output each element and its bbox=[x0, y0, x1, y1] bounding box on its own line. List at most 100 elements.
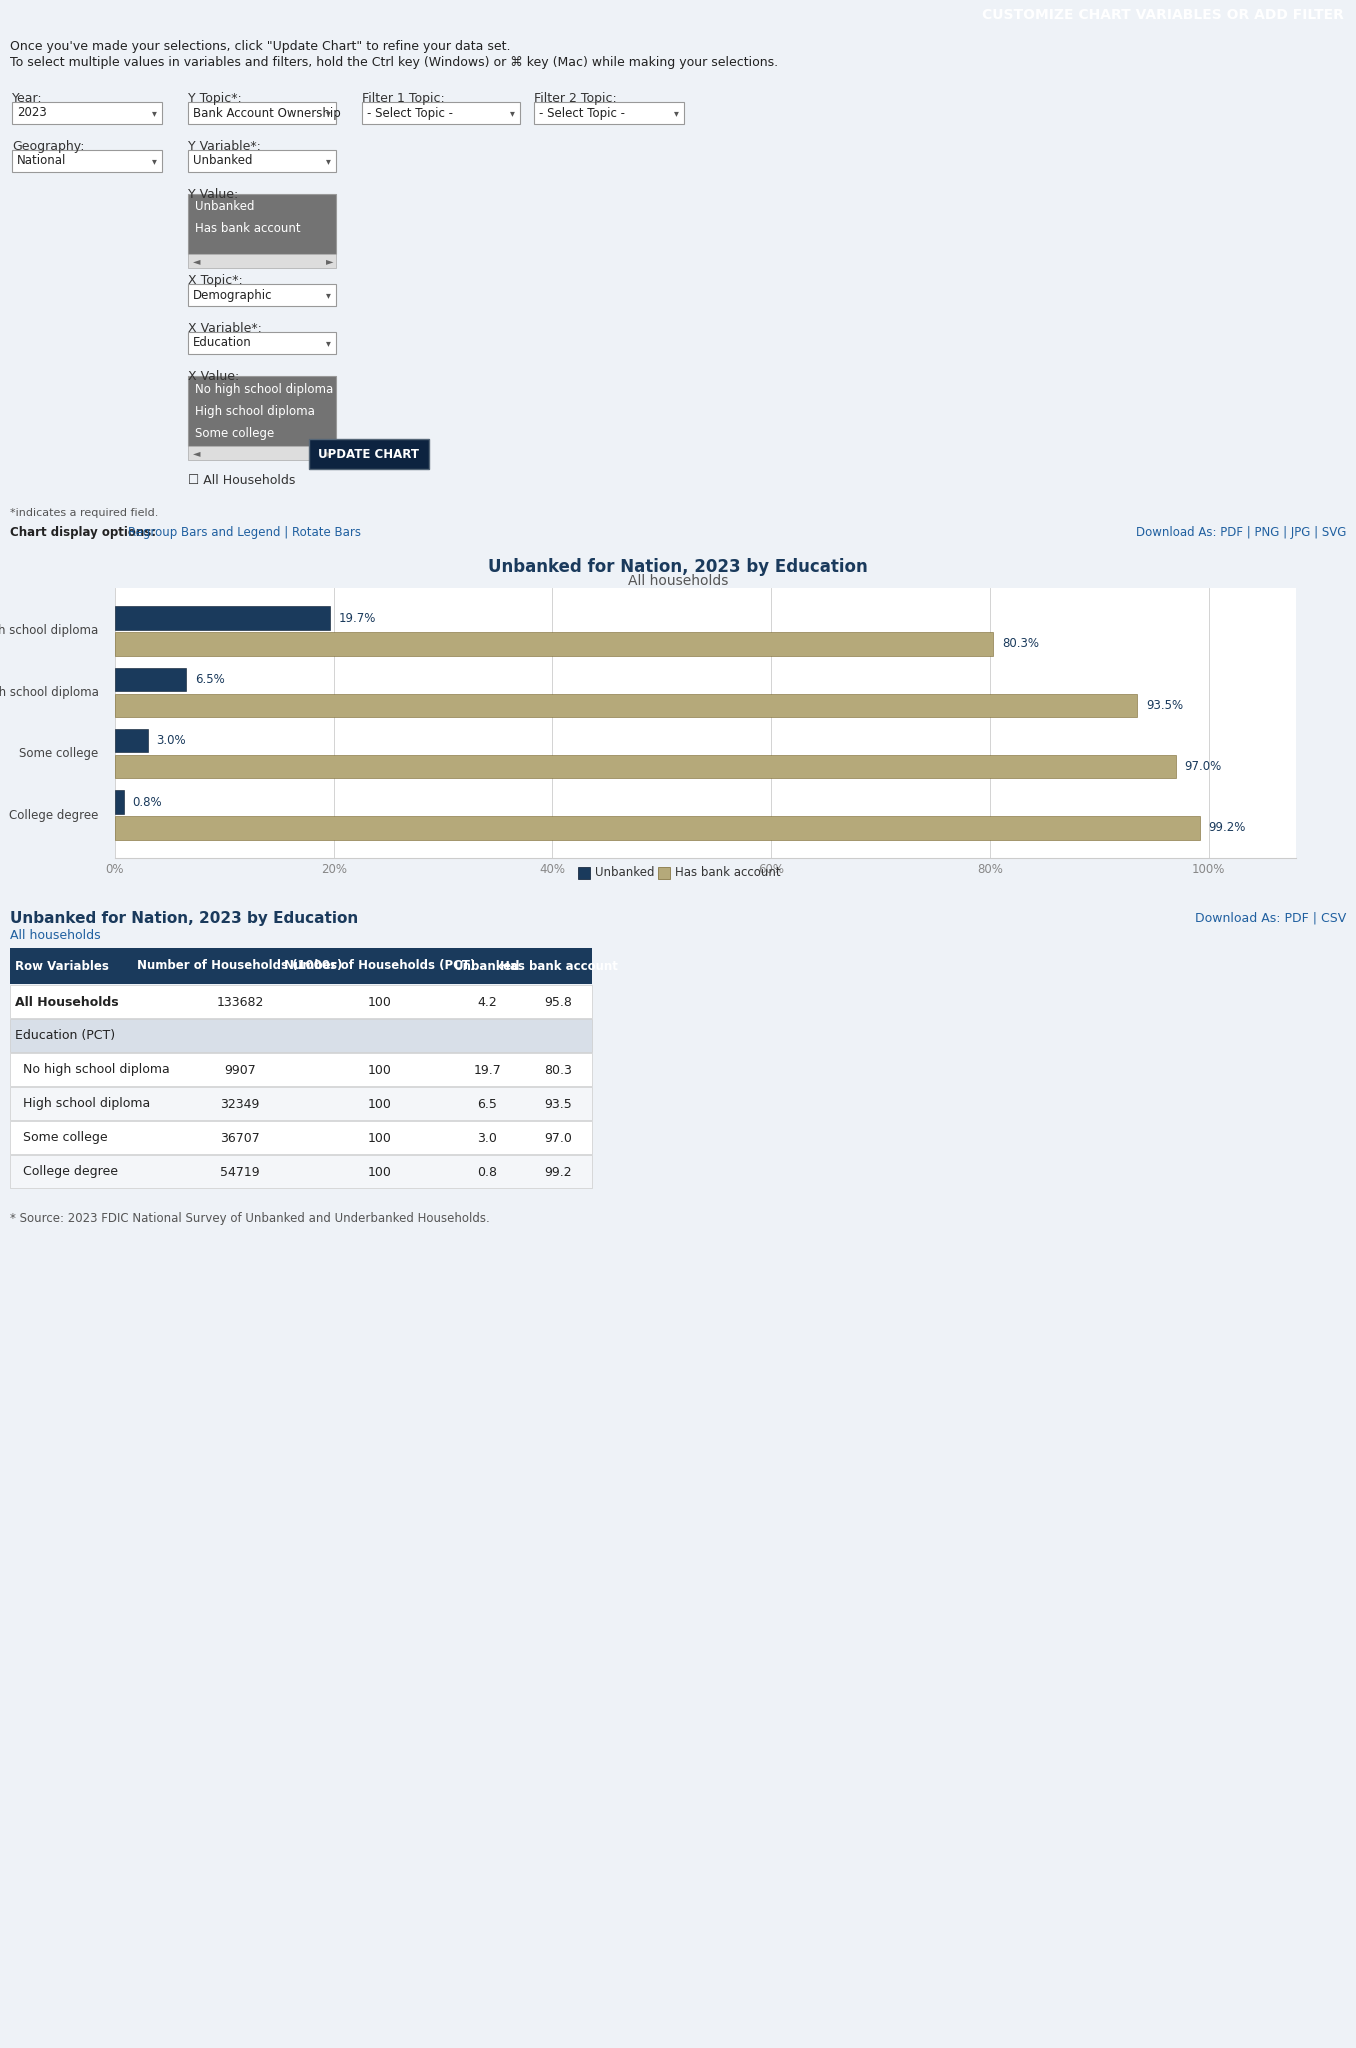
Text: 100: 100 bbox=[367, 1130, 392, 1145]
Bar bbox=[9, 1020, 593, 1053]
Text: 0.8: 0.8 bbox=[477, 1165, 498, 1178]
Text: Download As: PDF | PNG | JPG | SVG: Download As: PDF | PNG | JPG | SVG bbox=[1135, 526, 1347, 539]
Bar bbox=[9, 948, 593, 983]
Text: Unbanked: Unbanked bbox=[454, 961, 521, 973]
Text: All Households: All Households bbox=[15, 995, 118, 1008]
Bar bbox=[115, 817, 1200, 840]
Text: - Select Topic -: - Select Topic - bbox=[367, 106, 453, 119]
Text: X Variable*:: X Variable*: bbox=[188, 322, 262, 336]
Text: 19.7%: 19.7% bbox=[339, 612, 377, 625]
Text: All households: All households bbox=[628, 573, 728, 588]
Text: Some college: Some college bbox=[23, 1130, 107, 1145]
Text: 80.3: 80.3 bbox=[545, 1063, 572, 1077]
Text: 100: 100 bbox=[367, 1098, 392, 1110]
Text: Education (PCT): Education (PCT) bbox=[15, 1030, 115, 1042]
Text: Regroup Bars and Legend | Rotate Bars: Regroup Bars and Legend | Rotate Bars bbox=[127, 526, 361, 539]
Text: No high school diploma: No high school diploma bbox=[23, 1063, 170, 1077]
Text: ☐ All Households: ☐ All Households bbox=[188, 473, 296, 487]
Bar bbox=[578, 866, 590, 879]
Text: Filter 2 Topic:: Filter 2 Topic: bbox=[534, 92, 617, 104]
Text: - Select Topic -: - Select Topic - bbox=[538, 106, 625, 119]
Text: Number of Households (1000s): Number of Households (1000s) bbox=[137, 961, 343, 973]
Text: ▾: ▾ bbox=[674, 109, 679, 119]
Text: 54719: 54719 bbox=[220, 1165, 260, 1178]
Text: No high school diploma: No high school diploma bbox=[195, 383, 334, 395]
Text: ►: ► bbox=[325, 449, 334, 459]
Text: Filter 1 Topic:: Filter 1 Topic: bbox=[362, 92, 445, 104]
Text: 9907: 9907 bbox=[224, 1063, 256, 1077]
Bar bbox=[534, 102, 683, 125]
Bar bbox=[115, 633, 993, 655]
Text: Row Variables: Row Variables bbox=[15, 961, 108, 973]
Text: College degree: College degree bbox=[9, 809, 99, 821]
Text: Unbanked for Nation, 2023 by Education: Unbanked for Nation, 2023 by Education bbox=[488, 557, 868, 575]
Bar bbox=[12, 102, 161, 125]
Text: Unbanked: Unbanked bbox=[195, 201, 255, 213]
Text: Download As: PDF | CSV: Download As: PDF | CSV bbox=[1195, 911, 1347, 924]
Text: High school diploma: High school diploma bbox=[23, 1098, 151, 1110]
Bar bbox=[188, 150, 336, 172]
Text: 97.0: 97.0 bbox=[545, 1130, 572, 1145]
Text: 19.7: 19.7 bbox=[473, 1063, 502, 1077]
Text: 3.0: 3.0 bbox=[477, 1130, 498, 1145]
Text: X Value:: X Value: bbox=[188, 371, 239, 383]
Text: No high school diploma: No high school diploma bbox=[0, 625, 99, 637]
Text: 93.5: 93.5 bbox=[545, 1098, 572, 1110]
Text: Bank Account Ownership: Bank Account Ownership bbox=[193, 106, 340, 119]
Bar bbox=[188, 102, 336, 125]
Bar bbox=[188, 254, 336, 268]
Text: ▾: ▾ bbox=[325, 156, 331, 166]
Bar bbox=[12, 150, 161, 172]
Bar bbox=[115, 756, 1176, 778]
Text: 99.2: 99.2 bbox=[545, 1165, 572, 1178]
Text: UPDATE CHART: UPDATE CHART bbox=[319, 449, 419, 461]
Text: ►: ► bbox=[325, 256, 334, 266]
Bar bbox=[9, 1155, 593, 1188]
Text: 133682: 133682 bbox=[217, 995, 263, 1008]
Text: 80.3%: 80.3% bbox=[1002, 637, 1039, 651]
Text: 36707: 36707 bbox=[220, 1130, 260, 1145]
Text: Y Value:: Y Value: bbox=[188, 188, 239, 201]
Bar bbox=[115, 729, 148, 752]
Text: Some college: Some college bbox=[195, 426, 274, 440]
Bar bbox=[115, 668, 186, 690]
Text: CUSTOMIZE CHART VARIABLES OR ADD FILTER: CUSTOMIZE CHART VARIABLES OR ADD FILTER bbox=[982, 8, 1344, 23]
Text: 32349: 32349 bbox=[220, 1098, 260, 1110]
Text: Has bank account: Has bank account bbox=[195, 223, 301, 236]
Text: ◄: ◄ bbox=[193, 449, 201, 459]
Bar bbox=[115, 791, 123, 813]
Bar bbox=[115, 606, 331, 629]
Bar bbox=[115, 694, 1138, 717]
Text: 100: 100 bbox=[367, 995, 392, 1008]
Text: *indicates a required field.: *indicates a required field. bbox=[9, 508, 159, 518]
Text: 6.5%: 6.5% bbox=[195, 674, 225, 686]
Bar bbox=[188, 446, 336, 461]
Text: 95.8: 95.8 bbox=[545, 995, 572, 1008]
Text: * Source: 2023 FDIC National Survey of Unbanked and Underbanked Households.: * Source: 2023 FDIC National Survey of U… bbox=[9, 1212, 490, 1225]
Text: Demographic: Demographic bbox=[193, 289, 273, 301]
Text: 2023: 2023 bbox=[18, 106, 46, 119]
Text: Unbanked: Unbanked bbox=[595, 866, 655, 879]
Text: 93.5%: 93.5% bbox=[1146, 698, 1184, 713]
Text: Once you've made your selections, click "Update Chart" to refine your data set.: Once you've made your selections, click … bbox=[9, 41, 510, 53]
Text: Some college: Some college bbox=[19, 748, 99, 760]
Text: 6.5: 6.5 bbox=[477, 1098, 498, 1110]
Text: National: National bbox=[18, 154, 66, 168]
Text: 4.2: 4.2 bbox=[477, 995, 498, 1008]
FancyBboxPatch shape bbox=[309, 438, 428, 469]
Text: ▾: ▾ bbox=[152, 109, 157, 119]
Text: Education: Education bbox=[193, 336, 252, 350]
Bar bbox=[9, 985, 593, 1018]
Text: ▾: ▾ bbox=[510, 109, 515, 119]
Text: Unbanked: Unbanked bbox=[193, 154, 252, 168]
Text: Geography:: Geography: bbox=[12, 139, 84, 154]
Text: Chart display options:: Chart display options: bbox=[9, 526, 156, 539]
Text: 99.2%: 99.2% bbox=[1208, 821, 1246, 834]
Text: College degree: College degree bbox=[23, 1165, 118, 1178]
Text: ▾: ▾ bbox=[325, 291, 331, 299]
Bar bbox=[188, 377, 336, 446]
Text: High school diploma: High school diploma bbox=[195, 406, 315, 418]
Text: Y Variable*:: Y Variable*: bbox=[188, 139, 260, 154]
Text: Number of Households (PCT): Number of Households (PCT) bbox=[285, 961, 476, 973]
Text: X Topic*:: X Topic*: bbox=[188, 274, 243, 287]
